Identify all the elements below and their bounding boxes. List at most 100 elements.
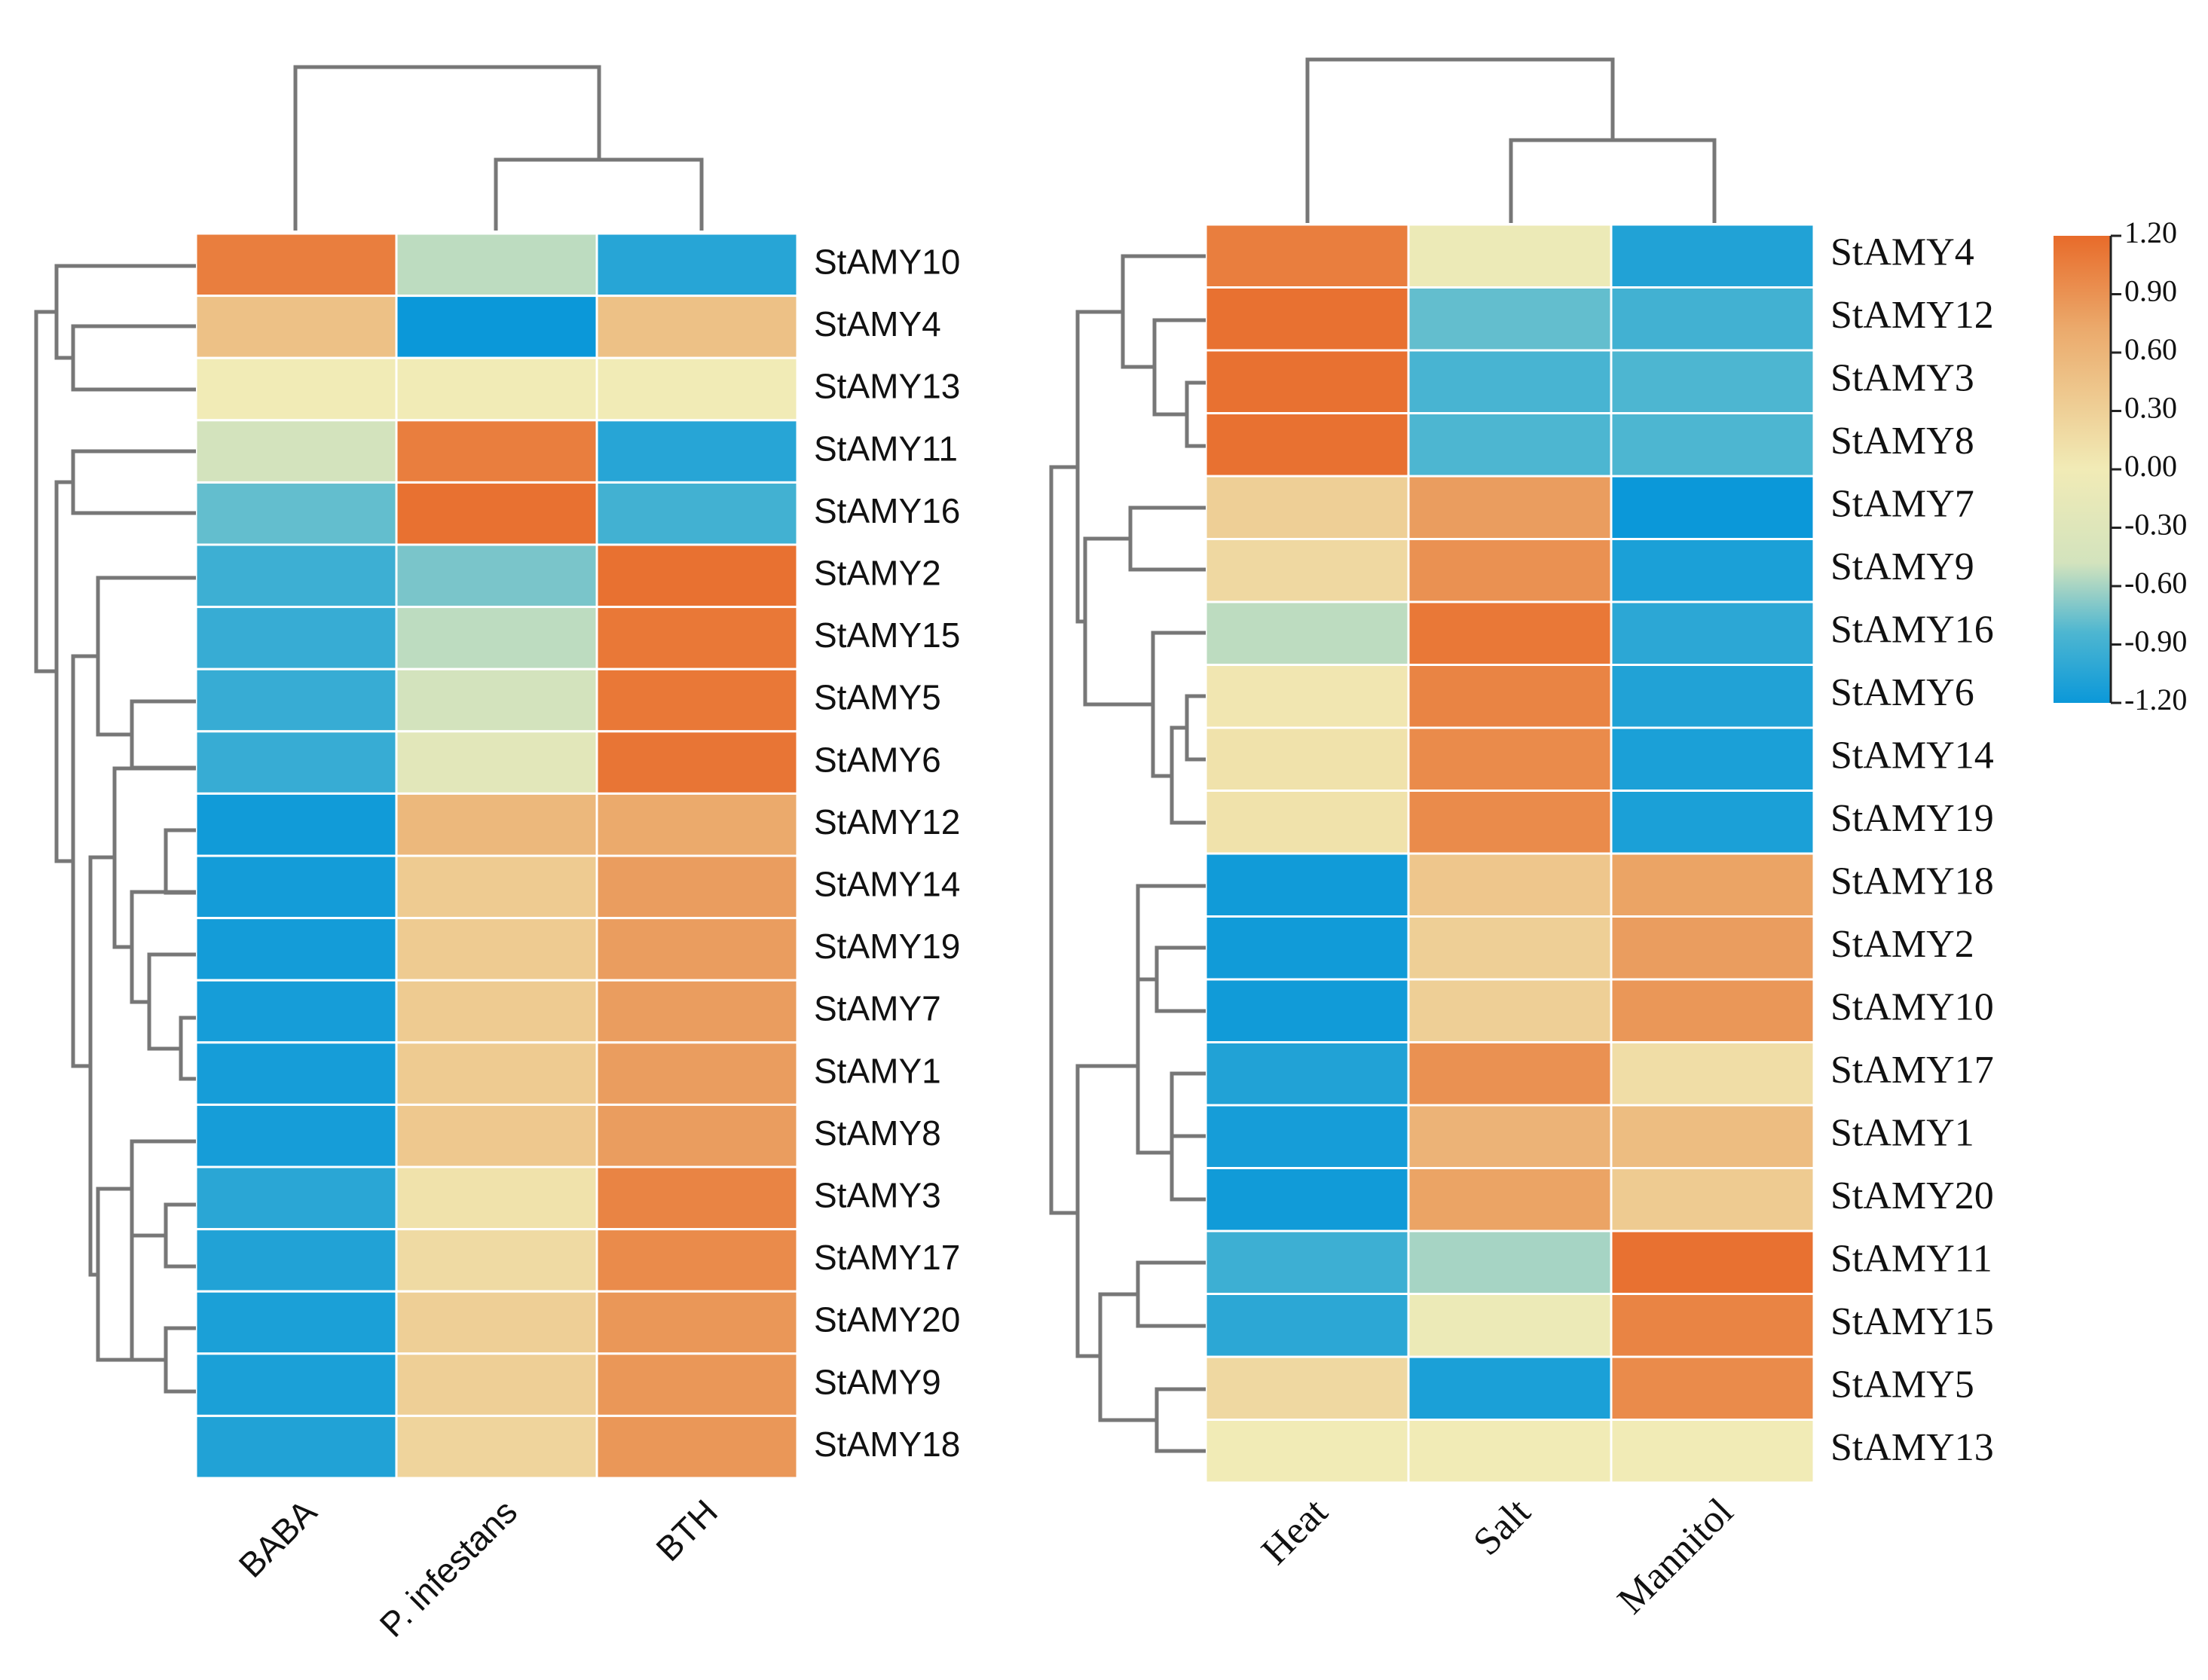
heatmap-cell: [395, 854, 598, 920]
column-label: BABA: [231, 1492, 325, 1585]
heatmap-cell: [1407, 349, 1613, 414]
heatmap-cell: [1407, 223, 1613, 289]
heatmap-cell: [1407, 1419, 1613, 1484]
heatmap-cell: [595, 606, 799, 670]
heatmap-cell: [194, 481, 398, 546]
heatmap-cell: [1610, 1229, 1815, 1295]
heatmap-cell: [395, 792, 598, 857]
heatmap-cell: [194, 295, 398, 359]
heatmap-cell: [1204, 286, 1410, 352]
heatmap-cell: [595, 854, 799, 920]
heatmap-cell: [395, 730, 598, 795]
heatmap-cell: [1204, 852, 1410, 918]
heatmap-cell: [1204, 223, 1410, 289]
heatmap-cell: [194, 1165, 398, 1231]
heatmap-cell: [194, 917, 398, 982]
heatmap-cell: [1610, 978, 1815, 1043]
heatmap-cell: [395, 1228, 598, 1293]
row-label: StAMY7: [1830, 483, 1974, 526]
heatmap-cell: [1204, 1355, 1410, 1421]
row-label: StAMY16: [814, 491, 960, 530]
heatmap-cell: [595, 1414, 799, 1480]
row-label: StAMY4: [1830, 231, 1974, 274]
row-label: StAMY16: [1830, 609, 1994, 652]
heatmap-cell: [194, 667, 398, 733]
heatmap-left-panel: StAMY10 StAMY4 StAMY13 StAMY11 StAMY16 StAMY2…: [34, 65, 960, 1645]
colorbar-ticks: 1.20 0.90 0.60 0.30 0.00 -0.30 -0.60 -0.90 -1.20: [2111, 215, 2187, 716]
heatmap-cell: [395, 917, 598, 982]
row-label: StAMY2: [1830, 923, 1974, 966]
row-label: StAMY14: [1830, 735, 1994, 777]
heatmap-cell: [1610, 1293, 1815, 1358]
heatmap-cell: [395, 232, 598, 298]
heatmap-cell: [395, 1041, 598, 1106]
row-label: StAMY10: [1830, 986, 1994, 1029]
heatmap-cell: [1407, 538, 1613, 603]
heatmap-cell: [1407, 915, 1613, 981]
heatmap-cell: [395, 1414, 598, 1480]
heatmap-cell: [595, 356, 799, 422]
heatmap-cell: [595, 1041, 799, 1106]
heatmap-cell: [1407, 1041, 1613, 1107]
heatmap-cell: [595, 543, 799, 609]
heatmap-right-cells: [1204, 223, 1815, 1484]
heatmap-cell: [194, 854, 398, 920]
heatmap-cell: [1610, 1419, 1815, 1484]
heatmap-cell: [194, 1352, 398, 1417]
row-label: StAMY1: [814, 1051, 941, 1090]
heatmap-cell: [1204, 726, 1410, 792]
heatmap-cell: [595, 979, 799, 1044]
colorbar-tick-label: 0.60: [2124, 332, 2177, 366]
heatmap-cell: [194, 606, 398, 670]
heatmap-cell: [1204, 1419, 1410, 1484]
heatmap-cell: [395, 1165, 598, 1231]
heatmap-cell: [194, 419, 398, 484]
colorbar-tick-label: 0.00: [2124, 449, 2177, 483]
heatmap-cell: [1204, 538, 1410, 603]
heatmap-left-row-labels: StAMY10 StAMY4 StAMY13 StAMY11 StAMY16 StAMY2…: [814, 242, 960, 1463]
heatmap-cell: [395, 667, 598, 733]
heatmap-cell: [1407, 412, 1613, 478]
heatmap-right-row-dendrogram: [1049, 254, 1206, 1453]
heatmap-cell: [1407, 286, 1613, 352]
heatmap-cell: [1204, 1104, 1410, 1169]
row-label: StAMY5: [814, 678, 941, 717]
row-label: StAMY20: [1830, 1174, 1994, 1217]
heatmap-cell: [595, 667, 799, 733]
heatmap-cell: [1407, 1167, 1613, 1233]
heatmap-cell: [395, 1103, 598, 1168]
heatmap-cell: [1204, 600, 1410, 666]
heatmap-cell: [1407, 852, 1613, 918]
heatmap-cell: [1610, 1355, 1815, 1421]
row-label: StAMY13: [1830, 1426, 1994, 1469]
heatmap-cell: [1204, 1229, 1410, 1295]
heatmap-cell: [1610, 726, 1815, 792]
heatmap-left-cells: [194, 232, 799, 1480]
row-label: StAMY18: [814, 1425, 960, 1464]
heatmap-cell: [1204, 475, 1410, 540]
row-label: StAMY19: [1830, 797, 1994, 840]
heatmap-cell: [595, 232, 799, 298]
heatmap-cell: [194, 1103, 398, 1168]
heatmap-cell: [1610, 1041, 1815, 1107]
heatmap-cell: [1204, 915, 1410, 981]
heatmap-cell: [595, 1103, 799, 1168]
colorbar-tick-label: 0.90: [2124, 274, 2177, 308]
heatmap-cell: [595, 295, 799, 359]
heatmap-cell: [395, 606, 598, 670]
heatmap-cell: [194, 979, 398, 1044]
heatmap-cell: [1407, 790, 1613, 855]
heatmap-cell: [1610, 412, 1815, 478]
heatmap-cell: [1204, 1041, 1410, 1107]
row-label: StAMY6: [1830, 671, 1974, 714]
heatmap-cell: [194, 1228, 398, 1293]
row-label: StAMY15: [814, 615, 960, 655]
heatmap-cell: [395, 1352, 598, 1417]
colorbar-legend: 1.20 0.90 0.60 0.30 0.00 -0.30 -0.60 -0.90 -1.20: [2054, 215, 2187, 716]
row-label: StAMY17: [814, 1238, 960, 1277]
heatmap-right-column-dendrogram: [1305, 57, 1717, 223]
heatmap-right-row-labels: StAMY4 StAMY12 StAMY3 StAMY8 StAMY7 StAMY9 StA…: [1830, 231, 1994, 1470]
heatmap-cell: [1610, 223, 1815, 289]
heatmap-cell: [595, 730, 799, 795]
heatmap-cell: [1610, 538, 1815, 603]
